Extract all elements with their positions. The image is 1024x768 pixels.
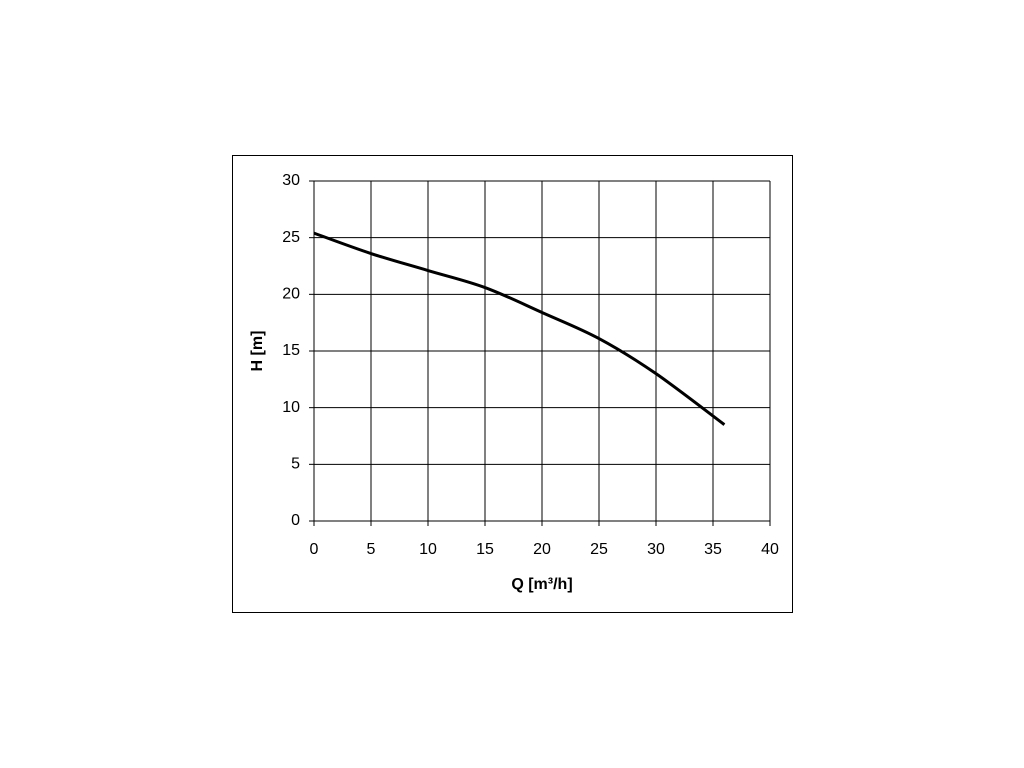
y-axis-label: H [m] <box>249 331 266 372</box>
chart-frame <box>232 155 793 613</box>
x-tick-label: 20 <box>533 541 551 558</box>
x-axis-label: Q [m³/h] <box>511 576 572 593</box>
y-tick-label: 0 <box>291 512 300 529</box>
x-tick-label: 40 <box>761 541 779 558</box>
y-tick-label: 30 <box>282 172 300 189</box>
x-tick-label: 5 <box>367 541 376 558</box>
x-tick-label: 10 <box>419 541 437 558</box>
pump-curve <box>313 231 726 426</box>
x-tick-label: 35 <box>704 541 722 558</box>
x-tick-label: 25 <box>590 541 608 558</box>
y-tick-label: 20 <box>282 286 300 303</box>
x-tick-label: 30 <box>647 541 665 558</box>
y-tick-label: 25 <box>282 229 300 246</box>
y-tick-label: 10 <box>282 399 300 416</box>
x-tick-label: 15 <box>476 541 494 558</box>
y-tick-label: 5 <box>291 456 300 473</box>
x-tick-label: 0 <box>310 541 319 558</box>
y-tick-label: 15 <box>282 342 300 359</box>
